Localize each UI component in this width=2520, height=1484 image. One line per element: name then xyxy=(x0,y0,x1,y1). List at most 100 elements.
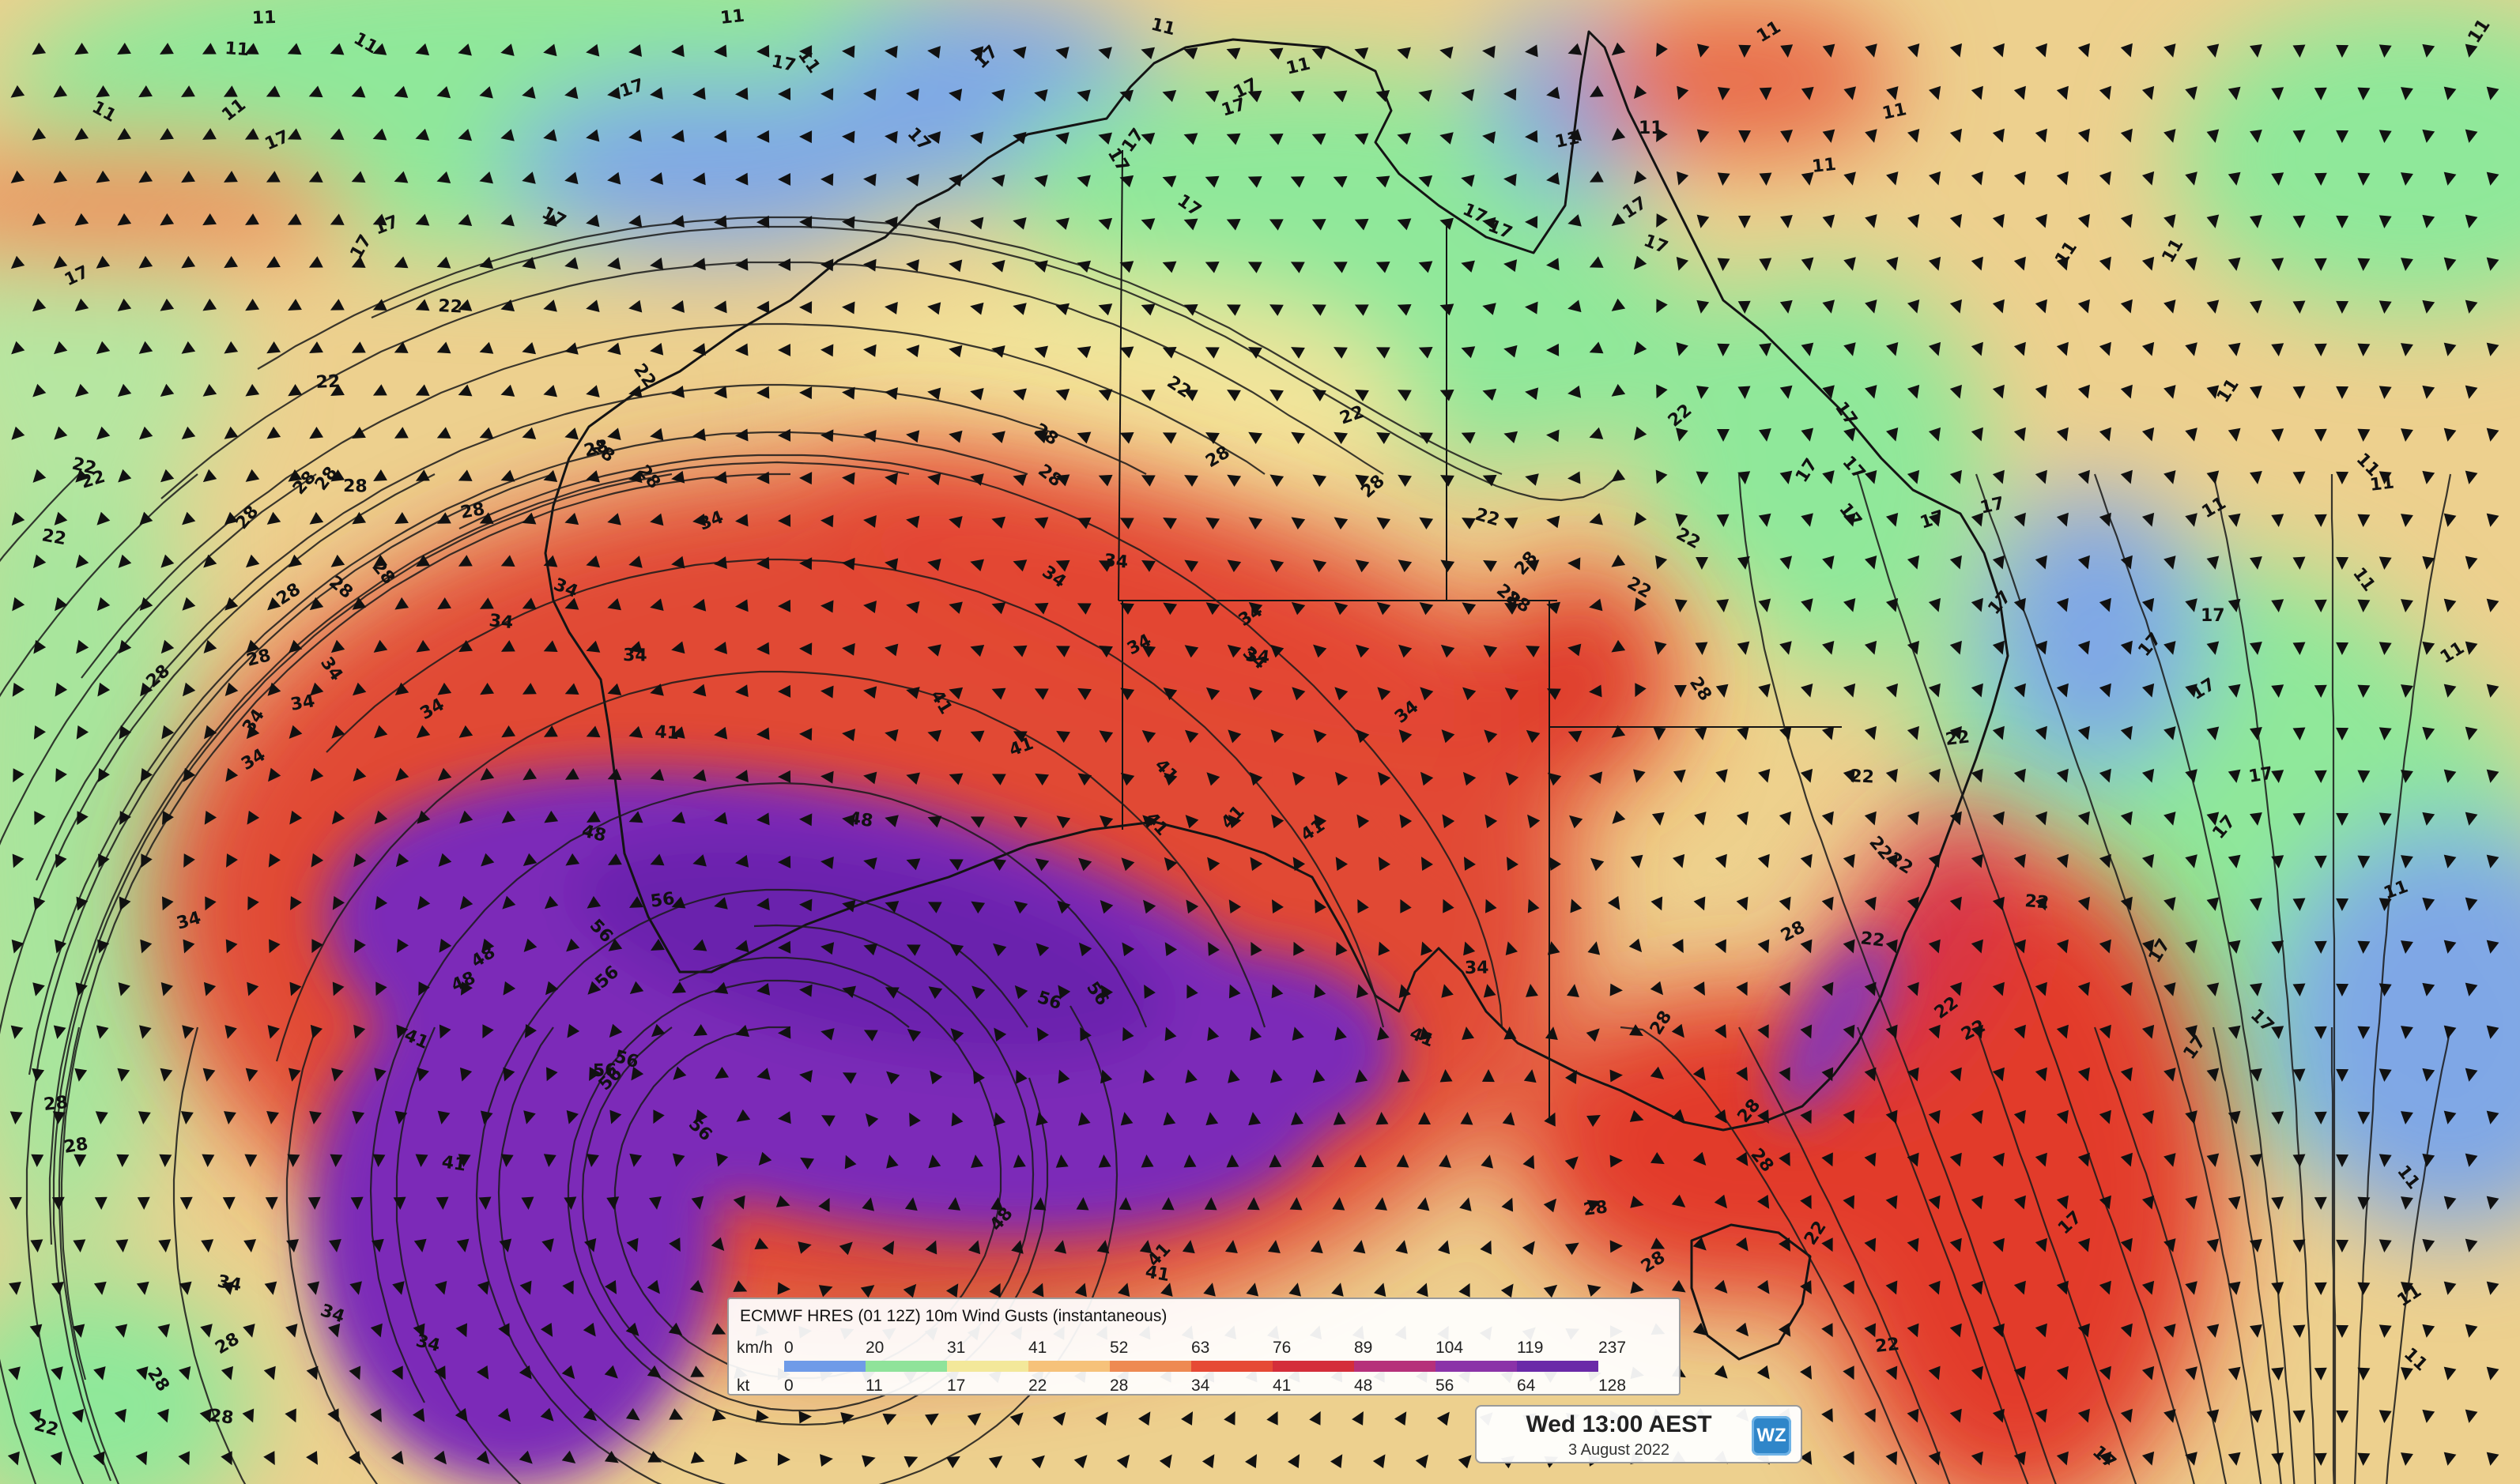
wind-arrow-icon xyxy=(1589,771,1603,785)
wind-arrow-icon xyxy=(2465,641,2478,655)
wind-arrow-icon xyxy=(2401,940,2413,954)
wind-arrow-icon xyxy=(1142,815,1156,829)
wind-arrow-icon xyxy=(1885,683,1899,698)
wind-arrow-icon xyxy=(2357,855,2371,868)
wind-arrow-icon xyxy=(1633,255,1647,270)
wind-arrow-icon xyxy=(200,1324,213,1338)
wind-arrow-icon xyxy=(927,46,941,58)
wind-arrow-icon xyxy=(54,511,68,525)
wind-arrow-icon xyxy=(1034,688,1049,700)
wind-arrow-icon xyxy=(1205,1112,1219,1126)
wind-arrow-icon xyxy=(1120,1112,1134,1126)
wind-arrow-icon xyxy=(1248,517,1263,530)
wind-arrow-icon xyxy=(288,1068,301,1082)
wind-arrow-icon xyxy=(1031,1455,1045,1469)
wind-arrow-icon xyxy=(263,1451,275,1466)
wind-arrow-icon xyxy=(327,1408,339,1423)
wind-arrow-icon xyxy=(1419,517,1434,530)
wind-arrow-icon xyxy=(458,469,473,481)
wind-arrow-icon xyxy=(927,473,941,486)
wind-arrow-icon xyxy=(1269,474,1285,488)
wind-arrow-icon xyxy=(608,938,623,951)
wind-arrow-icon xyxy=(2077,981,2090,996)
wind-arrow-icon xyxy=(1314,814,1327,829)
wind-arrow-icon xyxy=(1928,512,1941,527)
wind-arrow-icon xyxy=(903,1283,917,1298)
wind-arrow-icon xyxy=(1651,812,1665,826)
wind-arrow-icon xyxy=(96,426,111,440)
streamline xyxy=(371,225,1621,502)
wind-arrow-icon xyxy=(2141,1365,2155,1380)
wind-arrow-icon xyxy=(2422,726,2435,740)
wind-arrow-icon xyxy=(330,299,345,311)
wind-arrow-icon xyxy=(2379,642,2392,655)
wind-arrow-icon xyxy=(1992,1067,2005,1082)
wind-arrow-icon xyxy=(842,130,855,144)
wind-arrow-icon xyxy=(543,725,558,737)
wind-arrow-icon xyxy=(289,981,302,996)
wind-arrow-icon xyxy=(714,897,728,910)
wind-arrow-icon xyxy=(1077,1112,1091,1126)
wind-arrow-icon xyxy=(1715,769,1728,783)
wind-arrow-icon xyxy=(2379,471,2392,484)
wind-arrow-icon xyxy=(1009,1412,1024,1426)
wind-arrow-icon xyxy=(1141,133,1156,145)
wind-arrow-icon xyxy=(885,901,900,913)
wind-arrow-icon xyxy=(735,428,749,442)
wind-arrow-icon xyxy=(1526,646,1540,657)
wind-arrow-icon xyxy=(352,511,367,525)
wind-arrow-icon xyxy=(842,45,855,58)
wind-arrow-icon xyxy=(2013,597,2026,612)
wind-arrow-icon xyxy=(1375,347,1390,359)
wind-arrow-icon xyxy=(1567,299,1582,313)
wind-arrow-icon xyxy=(2164,812,2176,826)
wind-arrow-icon xyxy=(1949,299,1962,314)
wind-arrow-icon xyxy=(349,1281,362,1295)
wind-arrow-icon xyxy=(1549,857,1562,872)
wind-arrow-icon xyxy=(1757,1109,1769,1124)
wind-arrow-icon xyxy=(2228,598,2241,612)
contour-label: 34 xyxy=(1244,646,1270,668)
wind-arrow-icon xyxy=(1164,1026,1177,1041)
wind-arrow-icon xyxy=(1400,898,1412,913)
wind-arrow-icon xyxy=(990,1197,1004,1211)
wind-arrow-icon xyxy=(1843,257,1856,271)
wind-arrow-icon xyxy=(1907,1237,1919,1252)
wind-arrow-icon xyxy=(1656,43,1668,57)
weatherzone-logo[interactable]: WZ xyxy=(1752,1416,1791,1456)
wind-arrow-icon xyxy=(1992,725,2005,740)
wind-arrow-icon xyxy=(436,85,451,99)
wind-arrow-icon xyxy=(1248,1112,1262,1126)
wind-arrow-icon xyxy=(821,258,834,272)
wind-arrow-icon xyxy=(1441,984,1454,998)
wind-arrow-icon xyxy=(1779,726,1792,740)
wind-arrow-icon xyxy=(309,426,324,439)
wind-arrow-icon xyxy=(863,943,878,956)
wind-arrow-icon xyxy=(373,639,388,653)
wind-arrow-icon xyxy=(1098,560,1113,572)
wind-arrow-icon xyxy=(2120,725,2133,740)
wind-arrow-icon xyxy=(1269,1154,1282,1168)
wind-arrow-icon xyxy=(1907,129,1920,143)
wind-arrow-icon xyxy=(479,256,494,269)
wind-arrow-icon xyxy=(54,939,67,954)
wind-arrow-icon xyxy=(2120,896,2133,911)
wind-arrow-icon xyxy=(159,1154,172,1167)
wind-arrow-icon xyxy=(906,687,920,699)
wind-arrow-icon xyxy=(1715,939,1726,954)
wind-arrow-icon xyxy=(522,257,536,269)
wind-arrow-icon xyxy=(2401,87,2413,100)
wind-arrow-icon xyxy=(498,1323,510,1338)
wind-arrow-icon xyxy=(1525,301,1538,315)
wind-arrow-icon xyxy=(1885,939,1898,954)
wind-arrow-icon xyxy=(2120,1067,2133,1082)
wind-arrow-icon xyxy=(671,726,685,739)
wind-arrow-icon xyxy=(1419,602,1434,616)
contour-label: 22 xyxy=(438,296,463,318)
wind-arrow-icon xyxy=(1864,1408,1876,1423)
wind-arrow-icon xyxy=(1077,260,1092,273)
wind-arrow-icon xyxy=(330,384,345,396)
wind-arrow-icon xyxy=(2141,597,2155,612)
wind-arrow-icon xyxy=(692,769,707,782)
